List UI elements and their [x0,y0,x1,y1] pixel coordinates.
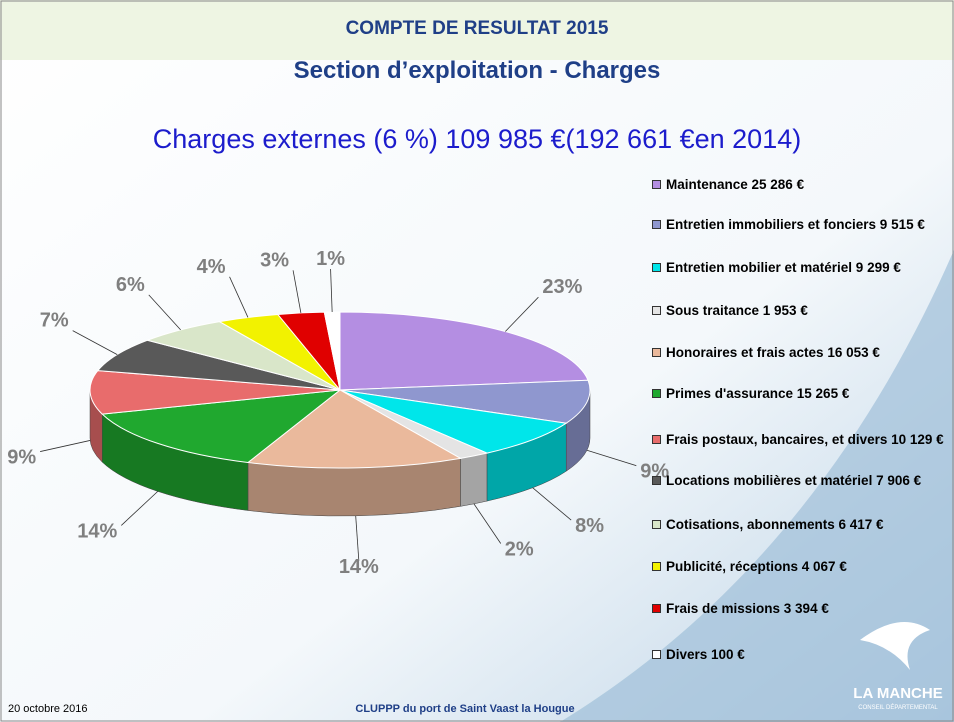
leader-line [229,276,249,318]
legend-label: Locations mobilières et matériel 7 906 € [666,473,922,488]
data-label: 14% [339,556,379,578]
legend-item: Primes d'assurance 15 265 € [652,385,849,402]
slice [339,389,568,454]
legend-swatch [652,562,661,571]
data-label: 3% [260,249,289,271]
legend-swatch [652,263,661,272]
slice [96,339,341,391]
legend-label: Publicité, réceptions 4 067 € [666,559,847,574]
legend-label: Maintenance 25 286 € [666,177,805,192]
leader-line [505,296,539,332]
slice [246,389,462,469]
legend-label: Divers 100 € [666,647,745,662]
leader-line [473,503,502,544]
leader-line [121,491,159,526]
leader-line [40,440,91,452]
slice [339,379,591,424]
footer-center: CLUPPP du port de Saint Vaast la Hougue [355,703,574,715]
legend-item: Maintenance 25 286 € [652,176,804,193]
legend-swatch [652,650,661,659]
legend-label: Honoraires et frais actes 16 053 € [666,345,880,360]
data-label: 4% [197,256,226,278]
leader-line [148,294,181,331]
legend-item: Entretien immobiliers et fonciers 9 515 … [652,216,954,233]
data-label: 9% [7,447,36,469]
data-label: 14% [77,520,117,542]
legend-label: Entretien immobiliers et fonciers 9 515 … [666,217,925,232]
legend-swatch [652,306,661,315]
leader-line [532,487,572,521]
footer-date: 20 octobre 2016 [8,703,88,715]
swoosh [560,250,954,722]
leader-line [292,270,302,314]
legend-item: Locations mobilières et matériel 7 906 € [652,472,954,489]
legend-item: Sous traitance 1 953 € [652,302,808,319]
legend-label: Entretien mobilier et matériel 9 299 € [666,260,901,275]
data-label: 1% [316,248,345,270]
legend-swatch [652,604,661,613]
legend-label: Primes d'assurance 15 265 € [666,386,850,401]
data-label: 2% [505,538,534,560]
data-label: 6% [116,274,145,296]
logo-icon [860,622,930,670]
legend-label: Cotisations, abonnements 6 417 € [666,517,884,532]
legend-swatch [652,435,661,444]
leader-line [355,515,360,561]
legend-swatch [652,180,661,189]
legend-label: Sous traitance 1 953 € [666,303,808,318]
legend-item: Divers 100 € [652,646,745,663]
chart-title: Section d’exploitation - Charges [294,57,661,84]
chart-subtitle: Charges externes (6 %) 109 985 €(192 661… [153,124,801,154]
header-band [0,0,954,60]
legend-item: Frais de missions 3 394 € [652,600,829,617]
slice [323,311,341,391]
logo-text: LA MANCHE [853,685,942,702]
legend-item: Publicité, réceptions 4 067 € [652,558,847,575]
legend-item: Entretien mobilier et matériel 9 299 € [652,259,954,276]
legend-swatch [652,389,661,398]
data-label: 8% [575,515,604,537]
legend-label: Frais de missions 3 394 € [666,601,829,616]
data-label: 9% [640,461,669,483]
leader-line [72,330,118,355]
legend-swatch [652,348,661,357]
legend-item: Honoraires et frais actes 16 053 € [652,344,954,361]
legend-item: Frais postaux, bancaires, et divers 10 1… [652,431,954,448]
legend-swatch [652,476,661,485]
data-label: 23% [542,276,582,298]
legend-label: Frais postaux, bancaires, et divers 10 1… [666,432,944,447]
leader-line [330,268,333,313]
data-label: 7% [40,310,69,332]
logo-subtext: CONSEIL DÉPARTEMENTAL [858,704,938,711]
legend-item: Cotisations, abonnements 6 417 € [652,516,884,533]
legend-swatch [652,220,661,229]
header: COMPTE DE RESULTAT 2015 [346,18,609,39]
leader-line [586,449,637,467]
slice-side [460,452,488,507]
slice [89,370,341,415]
legend-swatch [652,520,661,529]
